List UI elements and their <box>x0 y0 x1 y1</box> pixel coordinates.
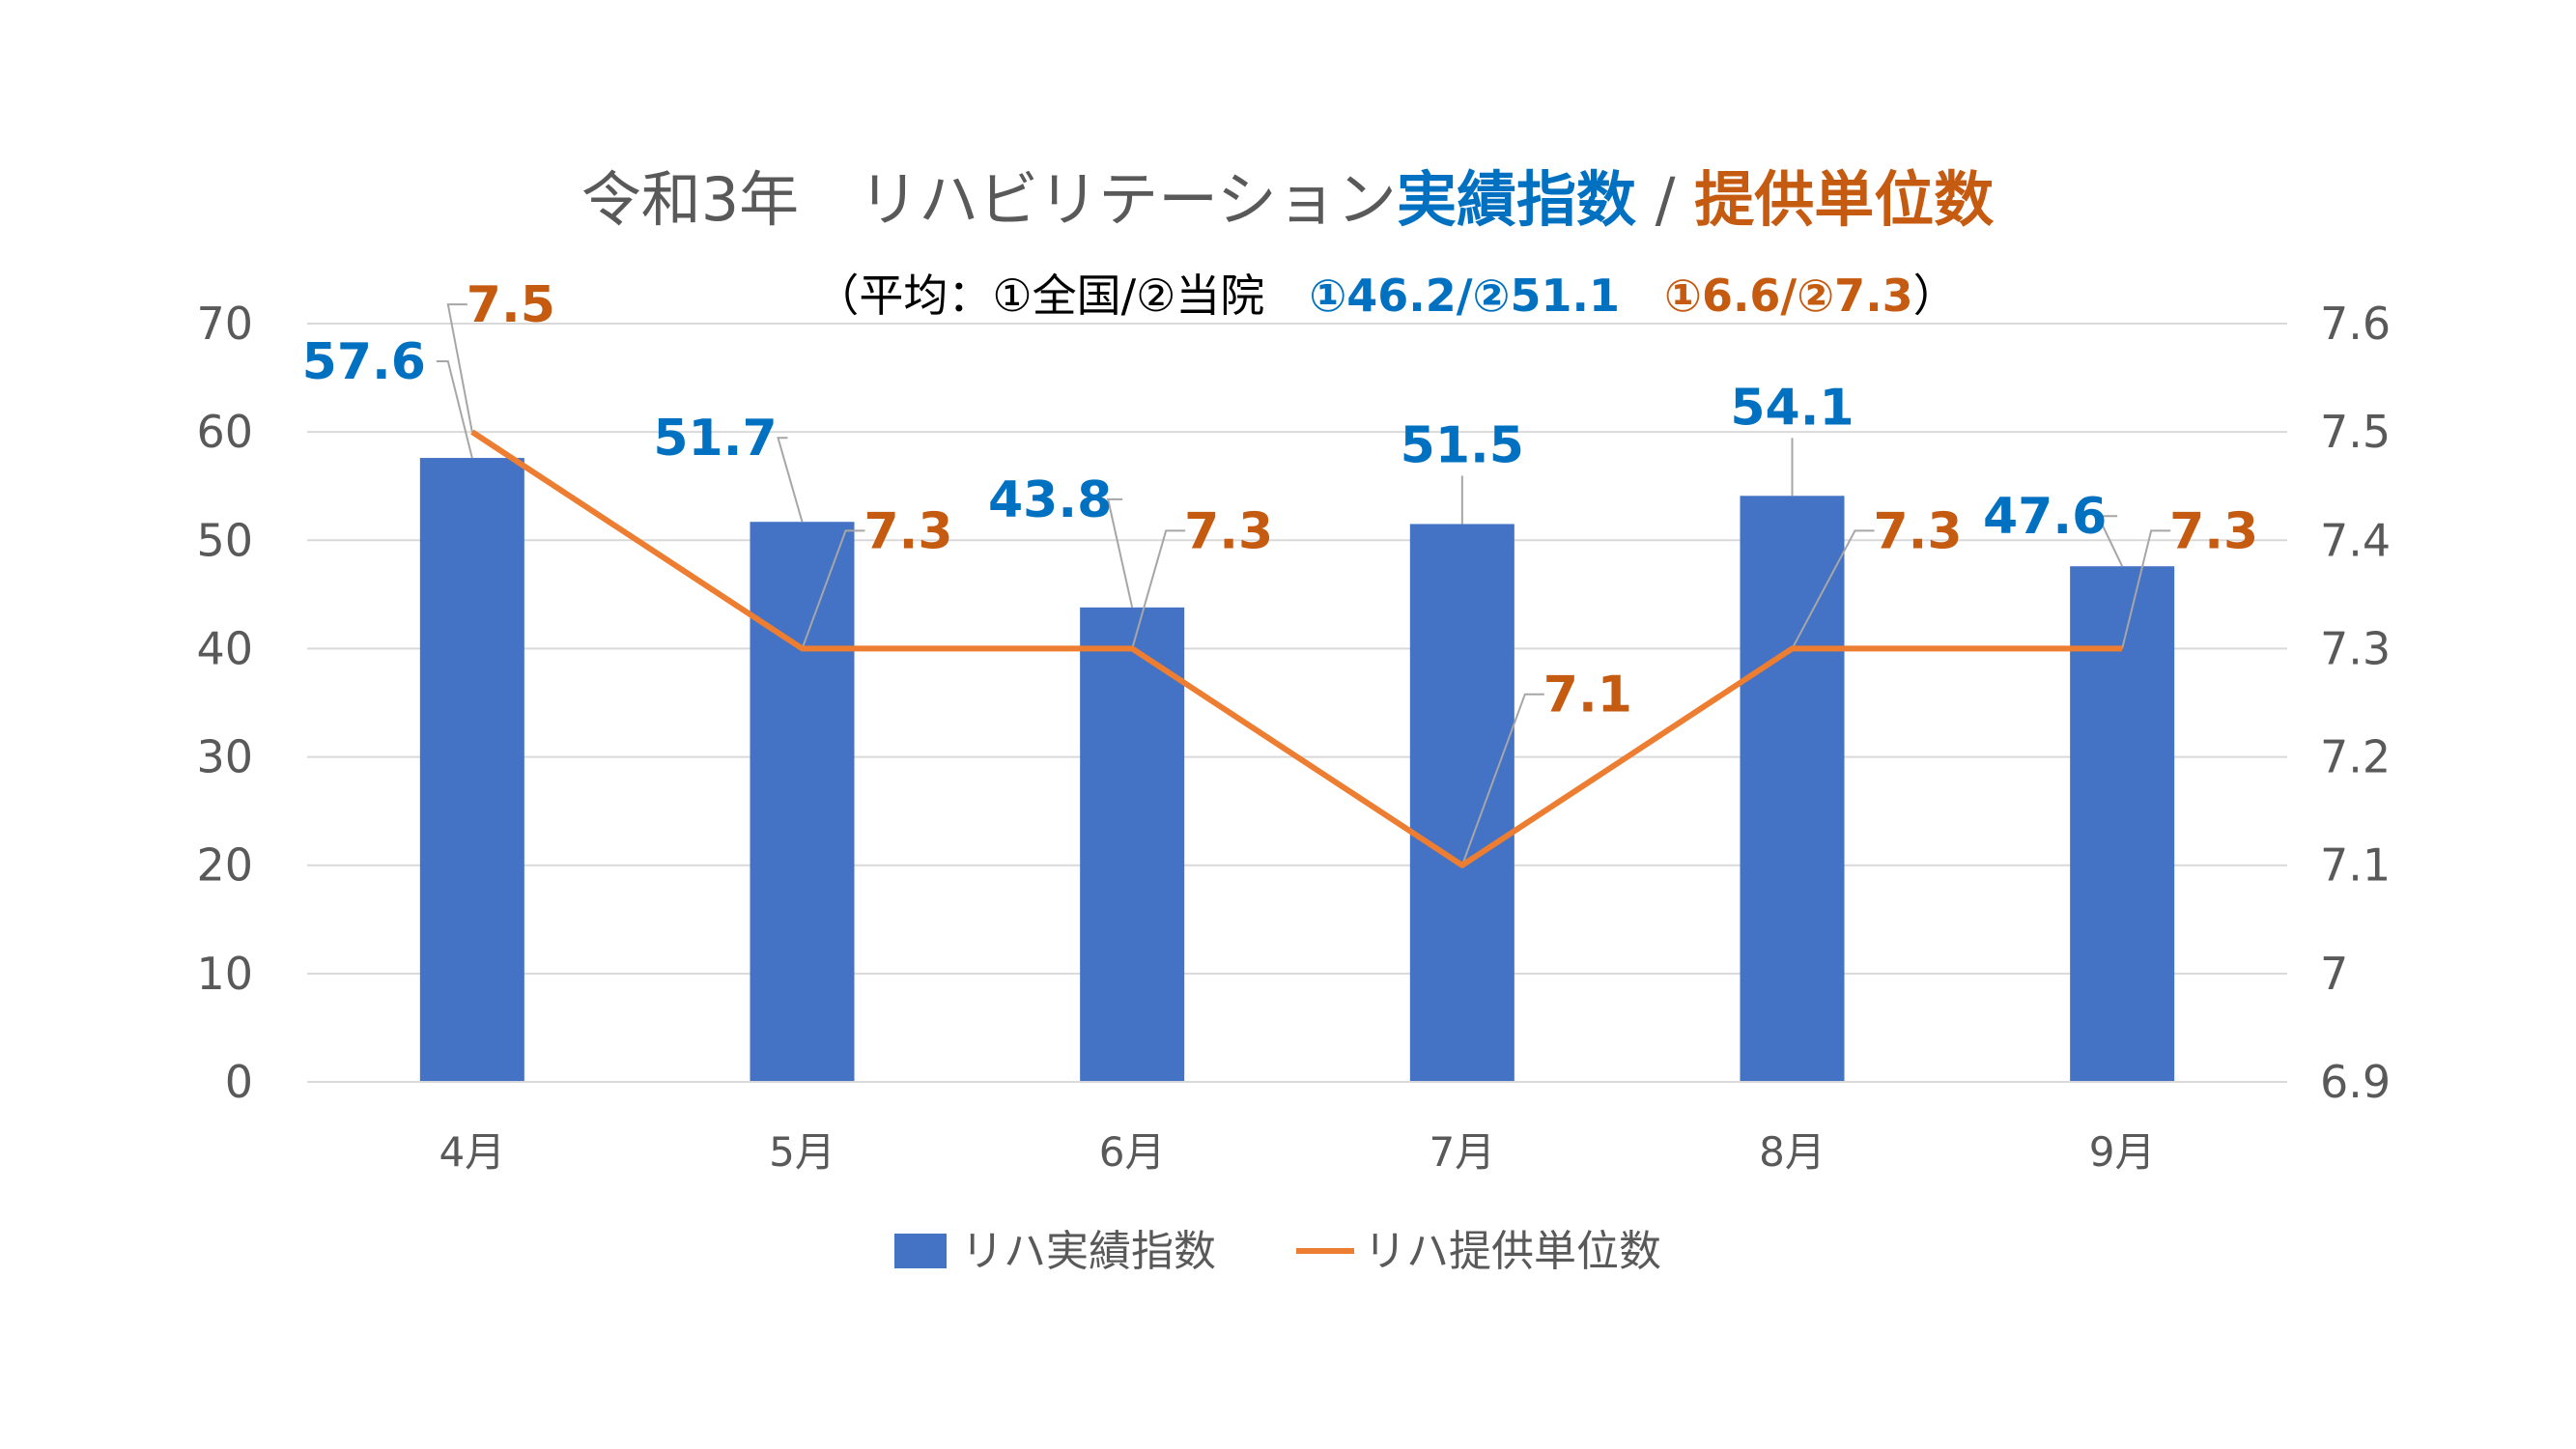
line-label-leader <box>446 303 473 433</box>
bar-data-label: 43.8 <box>988 471 1112 529</box>
y-tick-label-right: 7.4 <box>2320 514 2391 566</box>
data-labels: 57.6 51.7 43.8 51.5 54.1 47.6 7.5 7.3 7.3 7.1 7.3 7… <box>302 276 2259 724</box>
subtitle-orange-part: ①6.6/②7.3 <box>1664 270 1913 322</box>
line-data-label: 7.3 <box>1184 502 1273 560</box>
line-label-leader <box>1131 529 1186 649</box>
bar <box>1409 524 1514 1082</box>
legend-bar-label: リハ実績指数 <box>961 1227 1216 1276</box>
line-data-label: 7.1 <box>1543 667 1632 724</box>
y-tick-label-right: 6.9 <box>2320 1056 2391 1108</box>
y-tick-label-left: 70 <box>196 298 253 350</box>
y-tick-label-left: 60 <box>196 406 253 458</box>
bar-data-label: 47.6 <box>1983 488 2107 546</box>
bar-data-label: 51.5 <box>1401 416 1524 474</box>
y-tick-label-right: 7.2 <box>2320 731 2391 783</box>
y-tick-label-right: 7.6 <box>2320 298 2391 350</box>
bar <box>2070 566 2175 1082</box>
bar-label-leader <box>2096 515 2124 567</box>
subtitle-blue-part: ①46.2/②51.1 <box>1309 270 1620 322</box>
legend-bar-swatch <box>894 1234 947 1268</box>
subtitle-close: ） <box>1913 270 1958 322</box>
bar <box>1740 496 1845 1082</box>
leader-lines <box>436 303 2171 867</box>
y-tick-label-right: 7.5 <box>2320 406 2391 458</box>
y-tick-label-left: 30 <box>196 731 253 783</box>
line-series <box>470 429 2123 868</box>
y-tick-label-left: 20 <box>196 839 253 892</box>
bar-label-leader <box>1106 497 1134 609</box>
legend: リハ実績指数 リハ提供単位数 <box>894 1227 1661 1276</box>
line-path <box>470 429 2123 868</box>
y-tick-label-left: 0 <box>225 1056 253 1108</box>
x-tick-label: 9月 <box>2089 1128 2156 1176</box>
line-label-leader <box>1460 693 1544 867</box>
line-label-leader <box>1791 529 1875 649</box>
bar <box>750 522 855 1082</box>
y-axis-left: 0 10 20 30 40 50 60 70 <box>196 298 253 1108</box>
bar-data-label: 54.1 <box>1730 379 1854 437</box>
title-orange-part: 提供単位数 <box>1694 164 1994 235</box>
y-tick-label-right: 7.1 <box>2320 839 2391 892</box>
x-tick-label: 6月 <box>1099 1128 1166 1176</box>
line-data-label: 7.3 <box>2169 502 2258 560</box>
chart-subtitle: （平均：①全国/②当院 ①46.2/②51.1 ①6.6/②7.3） <box>814 270 1957 322</box>
y-tick-label-left: 10 <box>196 948 253 1000</box>
bar-label-leader <box>436 360 473 459</box>
subtitle-open: （平均：①全国/②当院 <box>814 270 1309 322</box>
line-label-leader <box>2121 529 2171 649</box>
line-data-label: 7.5 <box>467 276 555 334</box>
y-axis-right: 6.9 7 7.1 7.2 7.3 7.4 7.5 7.6 <box>2320 298 2391 1108</box>
line-data-label: 7.3 <box>863 502 952 560</box>
bar-data-label: 57.6 <box>302 333 426 391</box>
bar-label-leader <box>777 437 804 523</box>
title-prefix: 令和3年 リハビリテーション <box>581 164 1397 235</box>
line-data-label: 7.3 <box>1873 502 1962 560</box>
y-tick-label-right: 7.3 <box>2320 622 2391 674</box>
x-axis: 4月 5月 6月 7月 8月 9月 <box>307 1081 2287 1176</box>
line-label-leader <box>801 529 865 649</box>
y-tick-label-left: 50 <box>196 514 253 566</box>
bar <box>419 458 524 1082</box>
x-tick-label: 5月 <box>769 1128 835 1176</box>
bar-series <box>419 458 2175 1082</box>
x-tick-label: 8月 <box>1759 1128 1826 1176</box>
x-tick-label: 4月 <box>439 1128 505 1176</box>
y-tick-label-left: 40 <box>196 622 253 674</box>
chart-title: 令和3年 リハビリテーション実績指数 / 提供単位数 <box>581 164 1995 235</box>
title-separator: / <box>1636 164 1694 235</box>
bar-data-label: 51.7 <box>653 410 777 468</box>
legend-line-label: リハ提供単位数 <box>1364 1227 1661 1276</box>
gridlines <box>307 323 2287 1083</box>
y-tick-label-right: 7 <box>2320 948 2348 1000</box>
x-tick-label: 7月 <box>1429 1128 1495 1176</box>
bar <box>1080 607 1185 1082</box>
subtitle-gap <box>1620 270 1664 322</box>
title-blue-part: 実績指数 <box>1397 164 1636 235</box>
